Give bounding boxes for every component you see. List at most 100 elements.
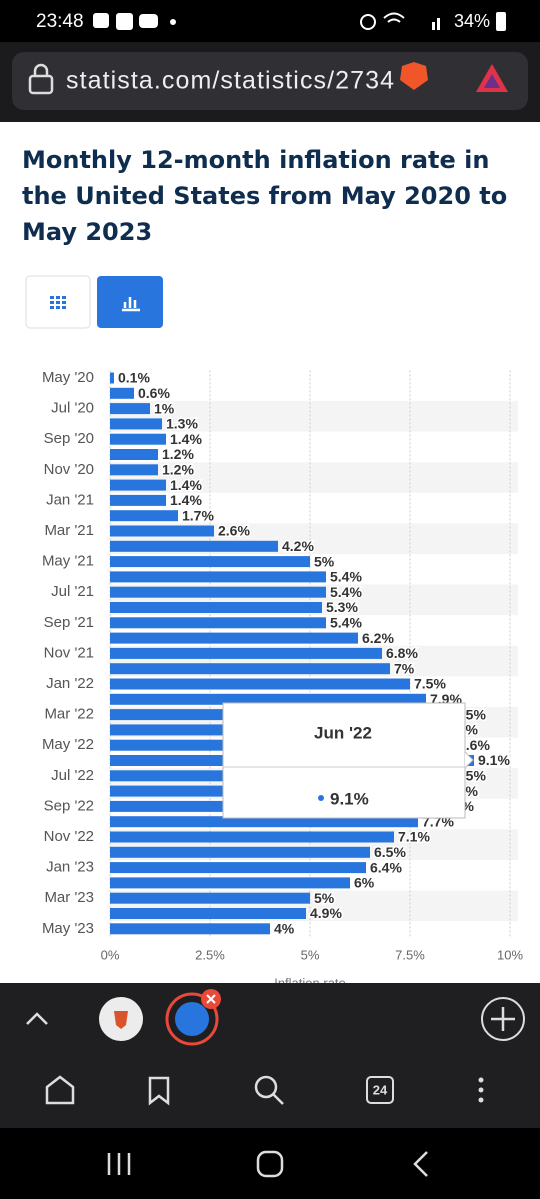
home-button[interactable] xyxy=(45,1075,75,1105)
alarm-icon xyxy=(360,14,376,30)
value-label: 6.8% xyxy=(386,645,418,661)
nav-bar xyxy=(0,1128,540,1199)
home-nav-button[interactable] xyxy=(256,1150,284,1178)
y-tick-label: Jan '22 xyxy=(46,675,94,692)
close-icon xyxy=(206,994,216,1004)
menu-button[interactable] xyxy=(478,1077,484,1103)
bar xyxy=(110,372,114,384)
y-tick-label: Jul '20 xyxy=(51,400,94,417)
search-icon xyxy=(272,1093,284,1105)
bar xyxy=(110,602,322,613)
bar xyxy=(110,816,418,828)
table-icon xyxy=(50,296,66,309)
icon xyxy=(116,13,133,30)
value-label: 7.5% xyxy=(414,676,446,692)
battery-icon xyxy=(496,12,506,31)
x-tick-label: 2.5% xyxy=(195,947,225,962)
y-tick-label: Jan '21 xyxy=(46,491,94,508)
plus-icon xyxy=(491,1007,515,1031)
tooltip-value: 9.1% xyxy=(330,789,369,808)
bar xyxy=(110,571,326,583)
bar xyxy=(110,892,310,904)
signal-icon xyxy=(437,18,440,30)
y-tick-label: Sep '21 xyxy=(44,614,94,631)
y-tick-label: Nov '22 xyxy=(44,828,94,845)
value-label: 1.3% xyxy=(166,416,198,432)
value-label: 1.7% xyxy=(182,507,214,523)
bar xyxy=(110,632,358,644)
search-button[interactable] xyxy=(254,1075,278,1099)
tabs-button[interactable] xyxy=(366,1076,394,1104)
status-bar xyxy=(0,0,540,42)
lock-icon xyxy=(33,63,49,76)
y-tick-label: May '21 xyxy=(42,553,94,570)
value-label: 5.3% xyxy=(326,599,358,615)
plot: 0% 2.5% 5% 7.5% 10%May '20 0.1%0.6%Jul '20 1%1… xyxy=(42,368,524,962)
bar xyxy=(110,908,306,919)
value-label: 1.2% xyxy=(162,462,194,478)
row-band xyxy=(110,462,518,493)
bookmarks-button[interactable] xyxy=(148,1076,170,1106)
value-label: 6% xyxy=(354,875,375,891)
y-tick-label: Mar '21 xyxy=(44,522,94,539)
value-label: 1.2% xyxy=(162,446,194,462)
new-tab-button[interactable] xyxy=(481,997,525,1041)
tab-favicon xyxy=(175,1002,209,1036)
x-tick-label: 5% xyxy=(301,947,320,962)
x-tick-label: 10% xyxy=(497,947,523,962)
bar xyxy=(110,510,178,522)
value-label: 5% xyxy=(314,553,335,569)
bar xyxy=(110,862,366,874)
lock-icon xyxy=(28,74,54,95)
bar xyxy=(110,525,214,537)
value-label: 5.4% xyxy=(330,584,362,600)
y-tick-label: Nov '20 xyxy=(44,461,94,478)
bar xyxy=(110,846,370,858)
x-tick-label: 0% xyxy=(101,947,120,962)
value-label: 5.4% xyxy=(330,615,362,631)
y-tick-label: May '22 xyxy=(42,736,94,753)
y-tick-label: Nov '21 xyxy=(44,644,94,661)
bar xyxy=(110,556,310,568)
clock: 23:48 xyxy=(36,11,84,32)
tooltip-dot xyxy=(318,795,324,801)
y-tick-label: May '20 xyxy=(42,369,94,386)
tooltip: Jun '22 9.1% xyxy=(222,702,474,819)
back-button[interactable] xyxy=(413,1151,428,1177)
brave-icon[interactable] xyxy=(400,62,428,90)
tab-favicon xyxy=(114,1011,128,1029)
wifi-icon xyxy=(383,12,405,23)
value-label: 4% xyxy=(274,921,295,937)
tooltip-box xyxy=(222,702,466,819)
value-label: 1.4% xyxy=(170,492,202,508)
y-tick-label: Jul '22 xyxy=(51,767,94,784)
bar xyxy=(110,663,390,675)
bar xyxy=(110,586,326,598)
bar xyxy=(110,387,134,399)
bar xyxy=(110,540,278,552)
bar xyxy=(110,877,350,889)
active-tab[interactable] xyxy=(165,992,219,1046)
value-label: 1% xyxy=(154,400,175,416)
value-label: 6.2% xyxy=(362,630,394,646)
bar xyxy=(110,678,410,690)
chart-icon xyxy=(122,297,140,312)
chart-title: Monthly 12-month inflation rate in the U… xyxy=(22,146,508,246)
tooltip-arrow xyxy=(464,751,474,769)
y-tick-label: Sep '20 xyxy=(44,430,94,447)
bar xyxy=(110,464,158,476)
expand-button[interactable] xyxy=(26,1012,48,1025)
value-label: 4.9% xyxy=(310,905,342,921)
y-tick-label: Mar '23 xyxy=(44,889,94,906)
recents-button[interactable] xyxy=(107,1153,131,1175)
y-tick-label: Mar '22 xyxy=(44,706,94,723)
title-box: Monthly 12-month inflation rate in the U… xyxy=(22,146,508,246)
rewards-icon xyxy=(484,74,500,88)
bar xyxy=(110,433,166,445)
battery-level: 34% xyxy=(454,11,490,31)
bar xyxy=(110,494,166,506)
value-label: 2.6% xyxy=(218,523,250,539)
value-label: 1.4% xyxy=(170,477,202,493)
